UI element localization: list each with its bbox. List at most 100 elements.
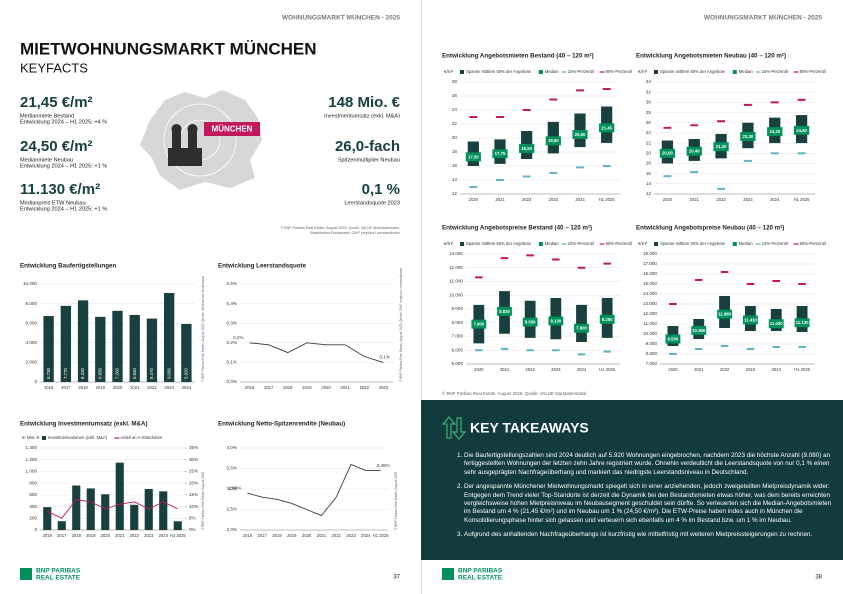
y-tick-label: 600 (29, 492, 37, 497)
p90-mark (469, 116, 478, 118)
y-tick-label: 11.000 (643, 321, 657, 326)
keyfact-value: 21,45 €/m² (20, 94, 93, 111)
p90-mark (720, 271, 729, 273)
median-label: 8.130 (550, 318, 561, 323)
y-tick-label: 18.000 (643, 251, 657, 256)
x-tick-label: 2024 (577, 367, 587, 372)
x-tick-label: 2021 (341, 385, 351, 390)
y-tick-label: 18 (452, 149, 458, 154)
median-label: 19,60 (548, 138, 559, 143)
p10-mark (603, 350, 611, 353)
keyfact-label: Investmentumsatz (exkl. M&A) (324, 113, 400, 119)
y-tick-label: 10.000 (643, 331, 657, 336)
x-tick-label: 2022 (720, 367, 730, 372)
y-tick-label: 12 (452, 191, 458, 196)
bar (144, 489, 153, 530)
keyfact-value: 24,50 €/m² (20, 138, 93, 155)
y-tick-label: 12.000 (449, 265, 463, 270)
keyfact-change: Entwicklung 2024 – H1 2025: +4 % (20, 119, 107, 125)
x-tick-label: H1 2025 (170, 533, 187, 538)
x-tick-label: 2016 (245, 385, 255, 390)
legend-swatch (732, 70, 737, 74)
source-note: Statistisches Bundesamt, GWF empirica Le… (310, 231, 400, 235)
x-tick-label: 2022 (147, 385, 157, 390)
y-tick-label: 0,3% (227, 320, 237, 325)
y-tick-label: 200 (29, 516, 37, 521)
p90-mark (717, 120, 726, 123)
legend-label: 10%-Perzentil (568, 241, 594, 246)
x-tick-label: 2018 (78, 385, 88, 390)
p10-mark (576, 166, 584, 169)
bar (77, 300, 89, 382)
bar-label: 6.470 (149, 367, 154, 379)
x-tick-label: 2020 (474, 367, 484, 372)
chart-title: Entwicklung Netto-Spitzenrendite (Neubau… (218, 421, 345, 428)
p90-mark (496, 116, 504, 118)
legend-label: Median (739, 241, 753, 246)
x-tick-label: 2019 (287, 533, 297, 538)
bar-label: 8.330 (80, 367, 85, 379)
median-label: 11.410 (744, 317, 758, 322)
bar (112, 310, 123, 382)
line (247, 463, 381, 517)
y-tick-label: 1.200 (26, 457, 38, 462)
source-note: © BNP Paribas Real Estate, August 2025 (394, 471, 398, 530)
x-tick-label: 2022 (130, 533, 140, 538)
y-tick-label: 28 (452, 79, 458, 84)
legend-swatch (538, 242, 543, 246)
line (47, 499, 178, 519)
bar-label: 5.920 (184, 367, 189, 379)
p10-mark (552, 349, 560, 352)
legend-label: Anteil an A-Standorten (120, 435, 163, 440)
chart-title: Entwicklung Angebotspreise Neubau (40 – … (636, 225, 784, 232)
y-tick-label: 7.000 (452, 334, 464, 339)
median-mark (599, 123, 615, 133)
x-tick-label: 2016 (44, 385, 54, 390)
median-label: 23,30 (743, 134, 754, 139)
p90-mark (549, 98, 558, 101)
p90-mark (576, 89, 584, 92)
y-tick-label: 0,4% (227, 301, 237, 306)
median-label: 24,50 (796, 128, 807, 133)
y-tick-label: 8.000 (26, 301, 38, 306)
x-tick-label: 2024 (772, 367, 782, 372)
bar (101, 494, 110, 530)
x-tick-label: 2021 (500, 367, 510, 372)
x-tick-label: 2017 (258, 533, 268, 538)
median-mark (713, 142, 729, 152)
legend-label: Spanne mittlere 50% der Angebote (466, 69, 532, 74)
y-tick-label: 20 (646, 150, 652, 155)
y-tick-label: 14 (646, 181, 652, 186)
legend-label: 90%-Perzentil (800, 69, 826, 74)
legend-label: Spanne mittlere 50% der Angebote (466, 241, 532, 246)
p10-mark (526, 349, 534, 352)
x-tick-label: 2023 (743, 197, 753, 202)
median-mark (742, 315, 758, 325)
p10-mark (496, 179, 504, 181)
x-tick-label: 2022 (526, 367, 536, 372)
y2-tick-label: 25% (189, 469, 198, 474)
median-label: 10.360 (692, 328, 706, 333)
y-tick-label: 9.000 (452, 306, 464, 311)
legend-swatch (460, 242, 464, 246)
chart-title: Entwicklung Angebotspreise Bestand (40 –… (442, 225, 592, 232)
bar (43, 316, 54, 382)
x-tick-label: 2018 (283, 385, 293, 390)
y-tick-label: 10.000 (23, 281, 37, 286)
median-label: 18,50 (521, 146, 532, 151)
median-label: 9.500 (668, 336, 679, 341)
legend-swatch (538, 70, 543, 74)
bar (57, 521, 66, 530)
keyfact-label: Medianmiete Bestand (20, 113, 74, 119)
x-tick-label: 2022 (716, 197, 726, 202)
median-mark (768, 319, 784, 329)
subtitle: KEYFACTS (20, 60, 88, 75)
title: MIETWOHNUNGSMARKT MÜNCHEN (20, 39, 317, 58)
y-tick-label: 1.400 (26, 445, 38, 450)
legend-label: 10%-Perzentil (762, 241, 788, 246)
legend-label: 90%-Perzentil (606, 69, 632, 74)
y-tick-label: 4,0% (227, 445, 237, 450)
bar-label: 7.260 (115, 367, 120, 379)
x-tick-label: 2019 (86, 533, 96, 538)
median-mark (548, 316, 564, 326)
